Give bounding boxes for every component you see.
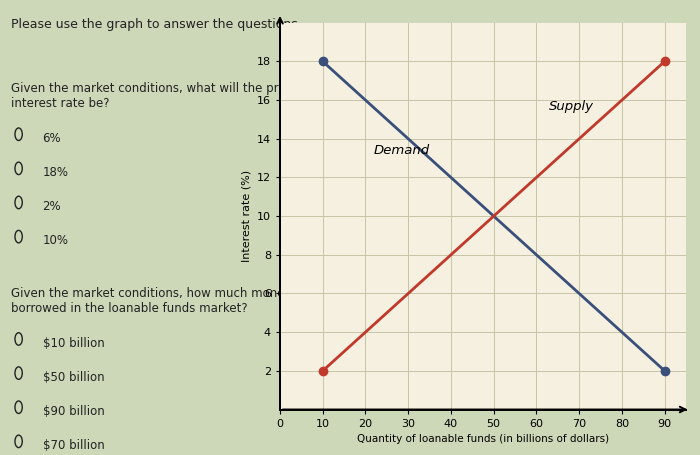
Text: 2%: 2% [43, 200, 61, 213]
Text: $90 billion: $90 billion [43, 405, 104, 418]
Text: 6%: 6% [43, 132, 61, 145]
Text: 10%: 10% [43, 234, 69, 248]
Text: Supply: Supply [550, 100, 594, 113]
Text: Given the market conditions, what will the prevailing
interest rate be?: Given the market conditions, what will t… [10, 82, 325, 110]
Text: Given the market conditions, how much money is
borrowed in the loanable funds ma: Given the market conditions, how much mo… [10, 287, 304, 315]
Text: Demand: Demand [374, 144, 430, 157]
X-axis label: Quantity of loanable funds (in billions of dollars): Quantity of loanable funds (in billions … [357, 434, 609, 444]
Text: $70 billion: $70 billion [43, 439, 104, 452]
Text: $50 billion: $50 billion [43, 371, 104, 384]
Text: $10 billion: $10 billion [43, 337, 104, 350]
Text: Please use the graph to answer the questions.: Please use the graph to answer the quest… [10, 18, 302, 31]
Text: 18%: 18% [43, 166, 69, 179]
Y-axis label: Interest rate (%): Interest rate (%) [241, 170, 251, 262]
